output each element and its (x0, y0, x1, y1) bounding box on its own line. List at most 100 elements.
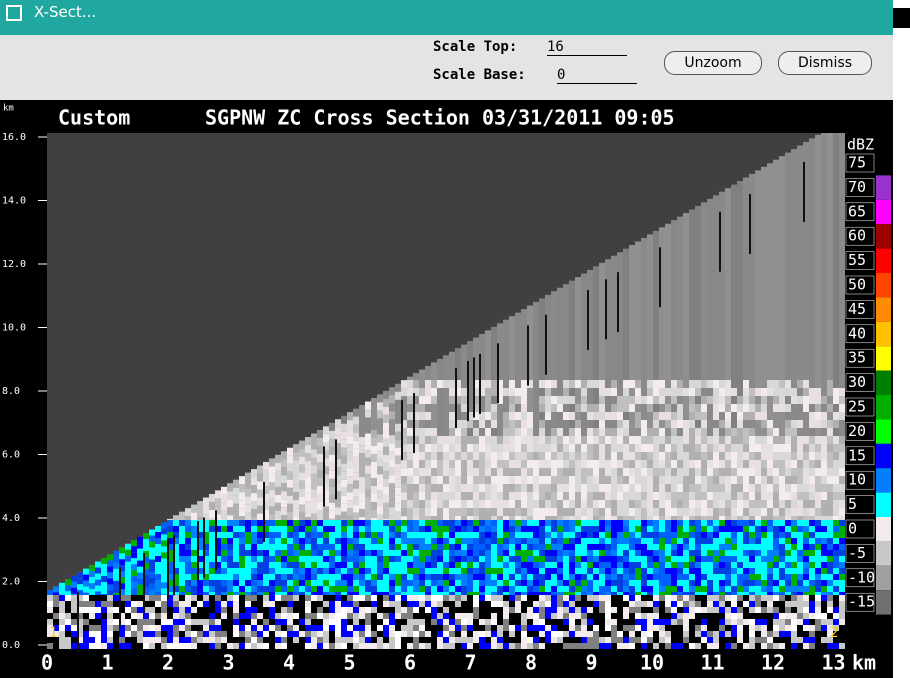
echo-cell (545, 484, 551, 492)
echo-cell (497, 586, 503, 592)
echo-cell (335, 607, 341, 613)
scale-base-input[interactable]: 0 (557, 67, 637, 84)
echo-cell (773, 538, 779, 544)
echo-cell (623, 468, 629, 476)
echo-cell (263, 625, 269, 631)
echo-cell (539, 428, 545, 436)
echo-cell (95, 573, 101, 580)
echo-cell (467, 637, 473, 643)
echo-cell (287, 637, 293, 643)
echo-cell (839, 637, 845, 643)
echo-cell (827, 380, 833, 388)
echo-cell (119, 583, 125, 590)
echo-cell (341, 487, 347, 496)
echo-cell (365, 556, 371, 562)
echo-cell (683, 520, 689, 526)
echo-cell (479, 607, 485, 613)
echo-cell (839, 412, 845, 420)
echo-cell (419, 595, 425, 601)
echo-cell (797, 556, 803, 562)
echo-cell (335, 550, 341, 556)
echo-cell (287, 631, 293, 637)
echo-cell (803, 476, 809, 484)
scale-top-input[interactable]: 16 (547, 39, 627, 56)
echo-cell (683, 595, 689, 601)
echo-cell (581, 500, 587, 508)
echo-cell (737, 568, 743, 574)
echo-cell (611, 444, 617, 452)
echo-cell (629, 607, 635, 613)
colorbar-swatch (876, 224, 891, 249)
window-menu-icon[interactable] (6, 5, 22, 21)
echo-cell (449, 544, 455, 550)
echo-cell (395, 423, 401, 432)
echo-cell (431, 631, 437, 637)
echo-cell (785, 388, 791, 396)
echo-cell (215, 574, 221, 580)
echo-cell (443, 562, 449, 568)
echo-cell (827, 500, 833, 508)
echo-cell (743, 556, 749, 562)
echo-cell (809, 500, 815, 508)
echo-cell (803, 613, 809, 619)
echo-cell (785, 420, 791, 428)
echo-cell (695, 643, 701, 649)
echo-cell (623, 619, 629, 625)
echo-cell (653, 562, 659, 568)
echo-cell (401, 544, 407, 550)
echo-cell (533, 484, 539, 492)
echo-cell (215, 520, 221, 526)
echo-cell (413, 619, 419, 625)
echo-cell (647, 484, 653, 492)
echo-cell (269, 595, 275, 601)
echo-cell (251, 574, 257, 580)
echo-cell (509, 388, 515, 396)
echo-cell (803, 637, 809, 643)
echo-cell (455, 637, 461, 643)
echo-cell (437, 520, 443, 526)
echo-cell (629, 532, 635, 538)
echo-cell (329, 595, 335, 601)
echo-cell (395, 487, 401, 496)
echo-cell (311, 441, 317, 450)
echo-cell (827, 550, 833, 556)
echo-cell (785, 520, 791, 526)
echo-cell (263, 586, 269, 592)
echo-cell (365, 497, 371, 506)
echo-cell (161, 564, 167, 571)
echo-cell (725, 468, 731, 476)
echo-cell (185, 526, 191, 532)
echo-cell (287, 503, 293, 512)
echo-cell (395, 613, 401, 619)
echo-cell (539, 532, 545, 538)
echo-cell (653, 643, 659, 649)
echo-cell (515, 492, 521, 500)
echo-cell (677, 586, 683, 592)
echo-cell (623, 538, 629, 544)
echo-cell (815, 643, 821, 649)
echo-cell (701, 492, 707, 500)
echo-cell (173, 562, 179, 568)
echo-cell (407, 412, 413, 420)
echo-cell (701, 550, 707, 556)
echo-cell (305, 509, 311, 518)
echo-cell (125, 567, 131, 574)
echo-cell (347, 532, 353, 538)
echo-cell (455, 484, 461, 492)
echo-cell (413, 586, 419, 592)
echo-cell (635, 532, 641, 538)
echo-cell (677, 631, 683, 637)
echo-cell (509, 607, 515, 613)
unzoom-button[interactable]: Unzoom (664, 51, 762, 75)
echo-cell (545, 532, 551, 538)
colorbar-label-box (845, 544, 875, 563)
echo-cell (245, 637, 251, 643)
echo-cell (287, 495, 293, 504)
echo-cell (533, 538, 539, 544)
echo-cell (275, 637, 281, 643)
echo-cell (221, 502, 227, 511)
echo-cell (251, 493, 257, 502)
dismiss-button[interactable]: Dismiss (778, 51, 872, 75)
echo-cell (779, 404, 785, 412)
echo-cell (59, 588, 65, 595)
